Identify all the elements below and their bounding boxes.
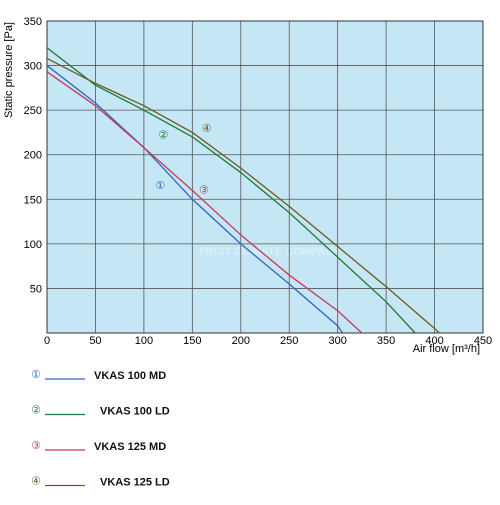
annotation: ③: [199, 185, 209, 197]
legend-label: VKAS 100 MD: [94, 370, 166, 382]
series-line: [46, 47, 416, 334]
legend-label: VKAS 125 LD: [100, 477, 170, 489]
x-tick-label: 50: [89, 335, 101, 347]
annotation: ④: [202, 123, 212, 135]
y-tick-label: 300: [24, 61, 42, 73]
y-tick-label: 100: [24, 239, 42, 251]
x-tick-label: 350: [377, 335, 395, 347]
x-tick-label: 100: [135, 335, 153, 347]
x-tick-label: 150: [183, 335, 201, 347]
y-tick-label: 200: [24, 150, 42, 162]
legend-symbol: ②: [31, 405, 41, 417]
series-line: [46, 65, 344, 334]
legend-symbol: ①: [31, 369, 41, 381]
annotation: ①: [155, 180, 165, 192]
watermark: FIRST CLIMATE COMPANY: [199, 246, 341, 258]
series-line: [46, 57, 440, 334]
y-axis-label: Static pressure [Pa]: [3, 22, 15, 118]
x-tick-label: 400: [425, 335, 443, 347]
y-tick-label: 250: [24, 105, 42, 117]
plot-frame: [46, 20, 484, 334]
legend-label: VKAS 100 LD: [100, 406, 170, 418]
plot-background: [47, 21, 483, 333]
legend-symbol: ④: [31, 476, 41, 488]
legend-symbol: ③: [31, 440, 41, 452]
x-axis-label: Air flow [m³/h]: [413, 343, 480, 355]
y-tick-label: 50: [30, 283, 42, 295]
y-tick-label: 350: [24, 16, 42, 28]
x-tick-label: 450: [474, 335, 492, 347]
x-tick-label: 0: [44, 335, 50, 347]
x-tick-label: 250: [280, 335, 298, 347]
legend-label: VKAS 125 MD: [94, 441, 166, 453]
y-tick-label: 150: [24, 194, 42, 206]
series-line: [46, 71, 363, 334]
annotation: ②: [158, 129, 168, 141]
x-tick-label: 200: [232, 335, 250, 347]
x-tick-label: 300: [328, 335, 346, 347]
